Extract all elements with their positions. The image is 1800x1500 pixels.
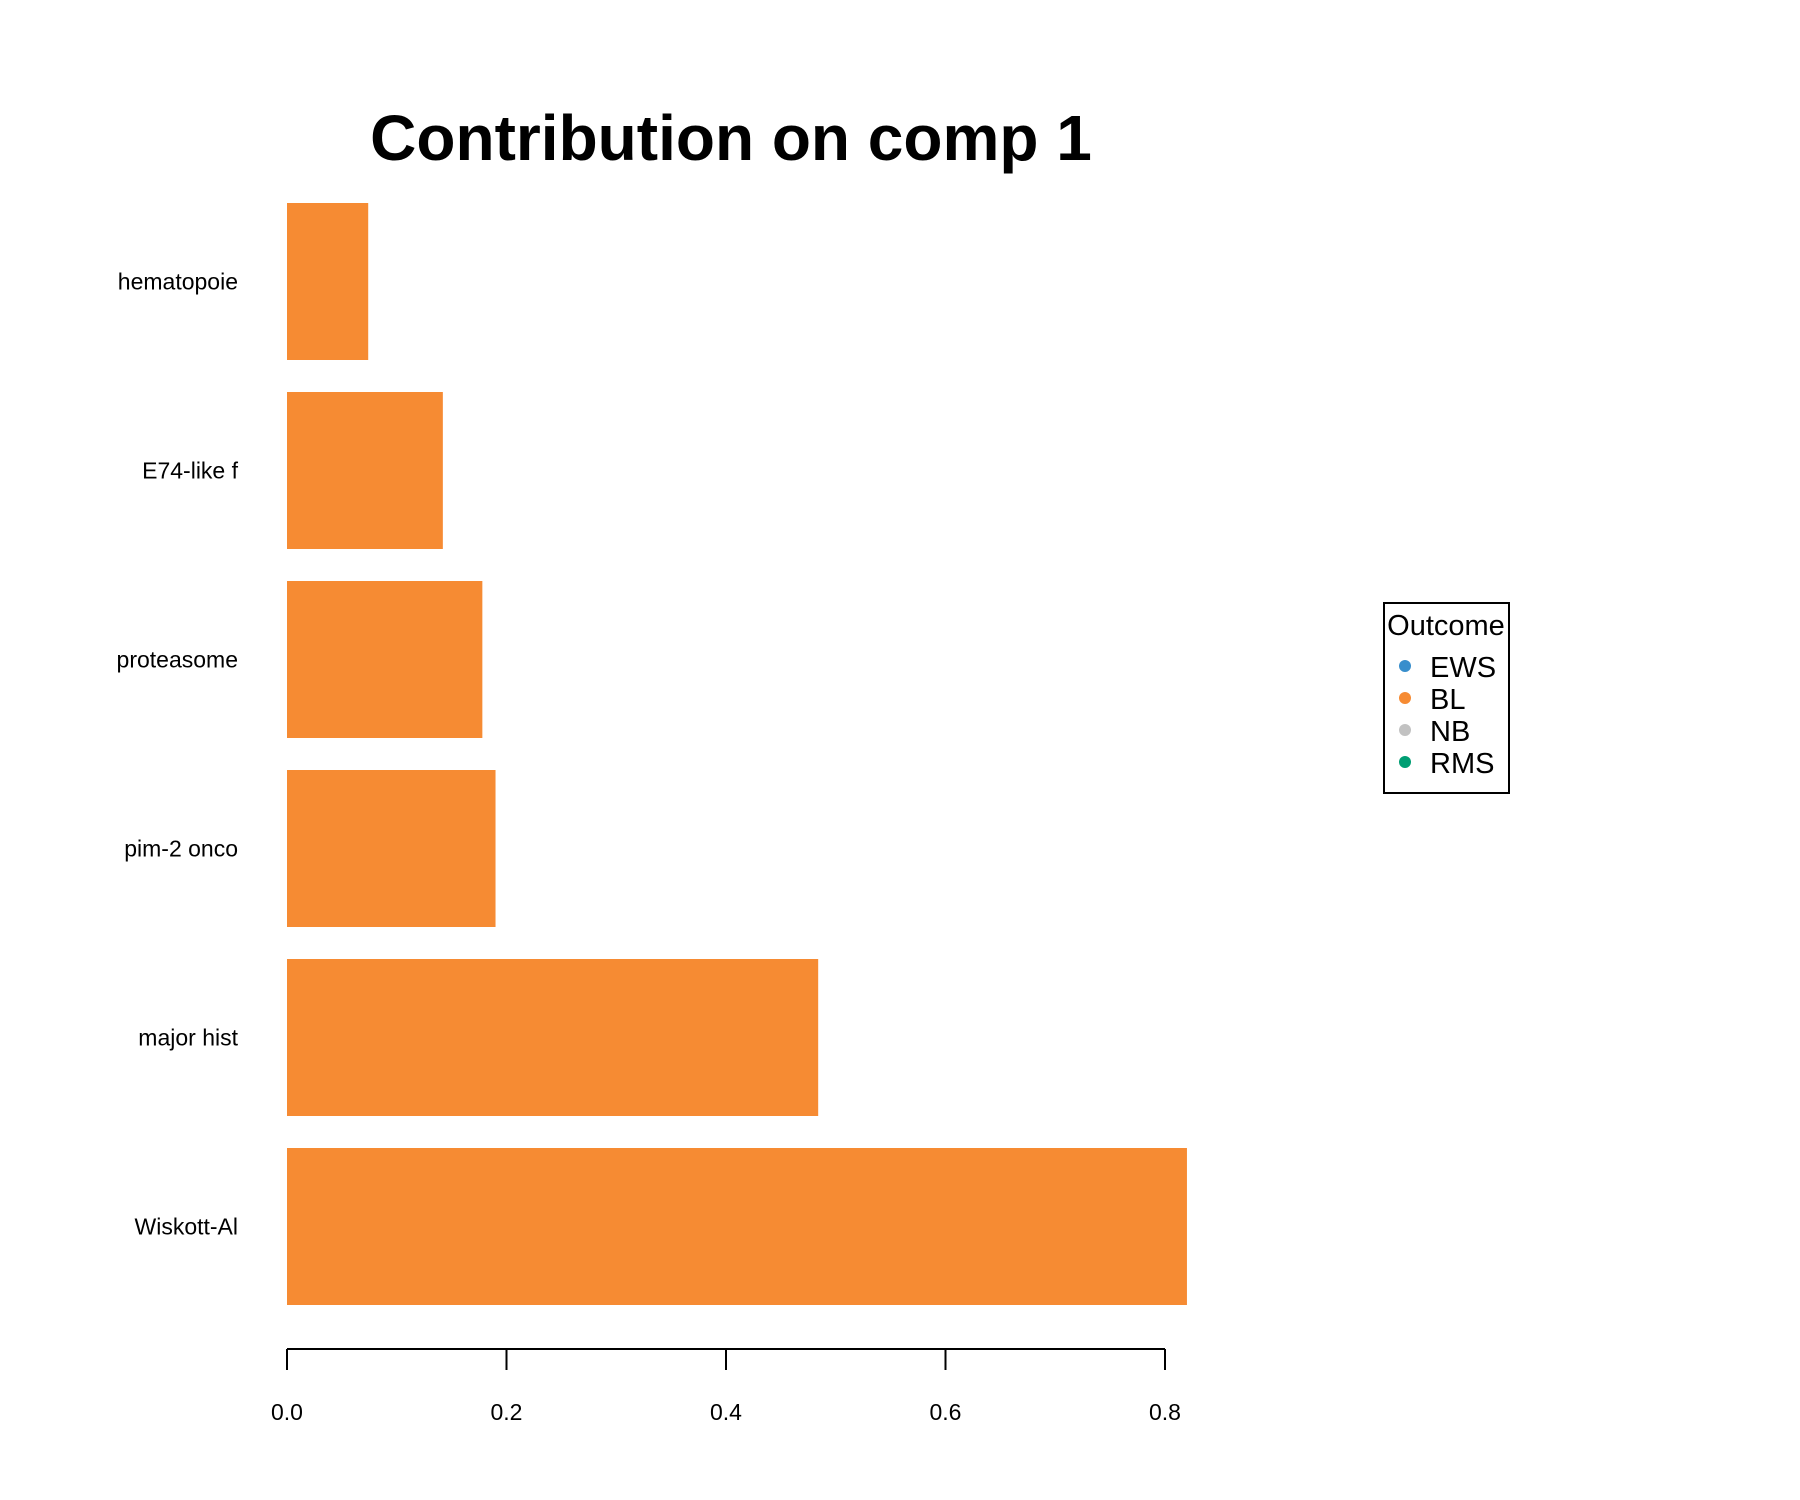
bar-hematopoie bbox=[287, 203, 369, 360]
x-tick-label: 0.4 bbox=[710, 1399, 742, 1425]
legend-label-rms: RMS bbox=[1430, 748, 1494, 780]
legend-label-ews: EWS bbox=[1430, 652, 1496, 684]
legend-marker-rms bbox=[1399, 756, 1411, 768]
chart-title: Contribution on comp 1 bbox=[370, 102, 1092, 174]
x-tick-label: 0.8 bbox=[1149, 1399, 1181, 1425]
legend-marker-bl bbox=[1399, 692, 1411, 704]
category-label-wiskott-al: Wiskott-Al bbox=[135, 1214, 239, 1240]
bar-pim-2-onco bbox=[287, 770, 496, 927]
x-tick-label: 0.6 bbox=[930, 1399, 962, 1425]
bar-wiskott-al bbox=[287, 1148, 1187, 1305]
category-label-e74-like-f: E74-like f bbox=[142, 458, 238, 484]
legend-label-bl: BL bbox=[1430, 684, 1465, 716]
x-tick-label: 0.0 bbox=[271, 1399, 303, 1425]
legend-marker-ews bbox=[1399, 660, 1411, 672]
category-label-pim-2-onco: pim-2 onco bbox=[124, 836, 238, 862]
category-labels: Wiskott-Al major hist pim-2 onco proteasome… bbox=[117, 269, 239, 1240]
category-label-hematopoie: hematopoie bbox=[118, 269, 238, 295]
bar-proteasome bbox=[287, 581, 483, 738]
bars-layer bbox=[287, 203, 1187, 1305]
x-axis: 0.0 0.2 0.4 0.6 0.8 bbox=[271, 1348, 1181, 1425]
category-label-major-hist: major hist bbox=[138, 1025, 238, 1051]
bar-e74-like-f bbox=[287, 392, 443, 549]
legend-title: Outcome bbox=[1387, 610, 1505, 642]
x-tick-label: 0.2 bbox=[491, 1399, 523, 1425]
category-label-proteasome: proteasome bbox=[117, 647, 238, 673]
bar-major-hist bbox=[287, 959, 819, 1116]
legend-label-nb: NB bbox=[1430, 716, 1470, 748]
legend-marker-nb bbox=[1399, 724, 1411, 736]
